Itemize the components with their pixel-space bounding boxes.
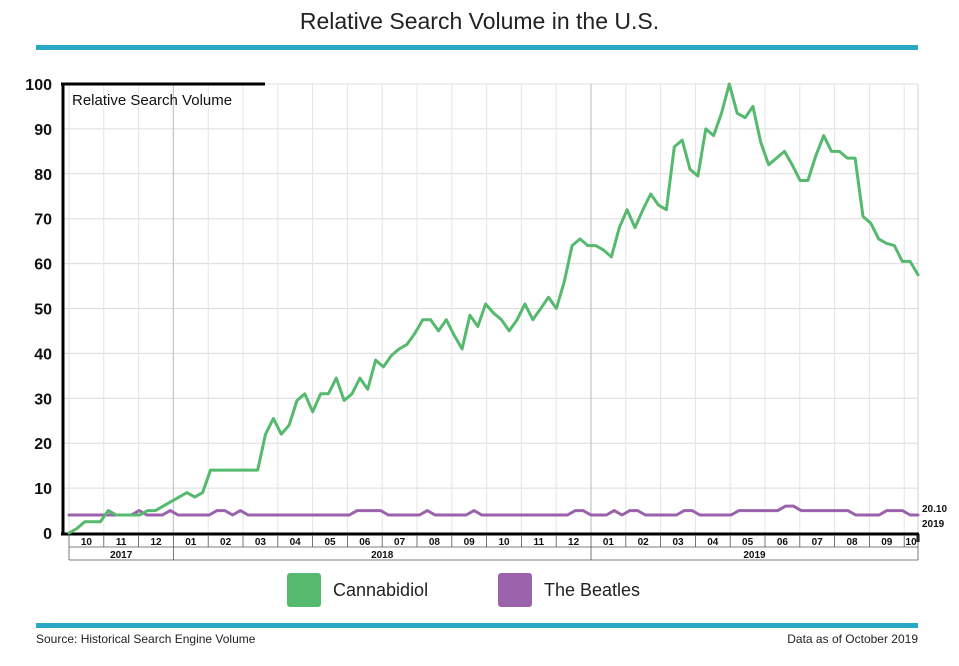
y-tick-label: 50 [34, 302, 52, 319]
y-tick-label: 40 [34, 346, 52, 363]
month-tick-label: 12 [150, 537, 162, 548]
legend-item-the-beatles: The Beatles [498, 572, 640, 608]
month-tick-label: 08 [429, 537, 441, 548]
y-tick-label: 10 [34, 481, 52, 498]
month-tick-label: 06 [777, 537, 789, 548]
data-date-note: Data as of October 2019 [787, 632, 918, 646]
month-tick-label: 11 [116, 537, 127, 548]
month-tick-label: 12 [568, 537, 580, 548]
legend-label-cannabidiol: Cannabidiol [333, 579, 429, 600]
month-tick-label: 04 [707, 537, 719, 548]
month-tick-label: 06 [359, 537, 371, 548]
month-tick-label: 02 [220, 537, 232, 548]
y-tick-label: 80 [34, 167, 52, 184]
page-title: Relative Search Volume in the U.S. [299, 8, 660, 34]
legend-label-the-beatles: The Beatles [544, 579, 641, 600]
month-tick-label: 03 [255, 537, 267, 548]
series-line-cannabidiol [67, 82, 920, 535]
month-tick-label: 07 [394, 537, 406, 548]
legend-swatch-the-beatles [498, 573, 532, 607]
y-tick-label: 30 [34, 391, 52, 408]
y-tick-label: 70 [34, 212, 52, 229]
year-tick-label: 2019 [743, 550, 766, 561]
month-tick-label: 04 [290, 537, 302, 548]
month-tick-label: 01 [603, 537, 615, 548]
month-tick-label: 01 [185, 537, 197, 548]
y-tick-label: 20 [34, 436, 52, 453]
month-tick-label: 07 [812, 537, 824, 548]
bottom-rule [36, 623, 918, 628]
month-tick-label: 11 [534, 537, 545, 548]
series-line-the-beatles [67, 504, 920, 517]
month-tick-label: 05 [742, 537, 754, 548]
month-tick-label: 08 [846, 537, 858, 548]
legend-item-cannabidiol: Cannabidiol [287, 572, 428, 608]
year-tick-label: 2017 [110, 550, 133, 561]
month-tick-label: 05 [324, 537, 336, 548]
month-tick-label: 10 [498, 537, 510, 548]
month-tick-label: 03 [672, 537, 684, 548]
y-axis-label: Relative Search Volume [72, 92, 232, 109]
legend-swatch-cannabidiol [287, 573, 321, 607]
end-year-label: 2019 [922, 519, 945, 530]
y-tick-label: 90 [34, 122, 52, 139]
month-tick-label: 09 [464, 537, 476, 548]
month-tick-label: 10 [906, 537, 918, 548]
y-tick-label: 100 [25, 77, 52, 94]
end-date-label: 20.10 [922, 504, 947, 515]
top-rule [36, 45, 918, 50]
month-tick-label: 02 [638, 537, 650, 548]
year-tick-label: 2018 [371, 550, 394, 561]
y-tick-label: 0 [43, 526, 52, 543]
month-tick-label: 10 [81, 537, 93, 548]
source-note: Source: Historical Search Engine Volume [36, 632, 256, 646]
month-tick-label: 09 [881, 537, 893, 548]
y-tick-label: 60 [34, 257, 52, 274]
